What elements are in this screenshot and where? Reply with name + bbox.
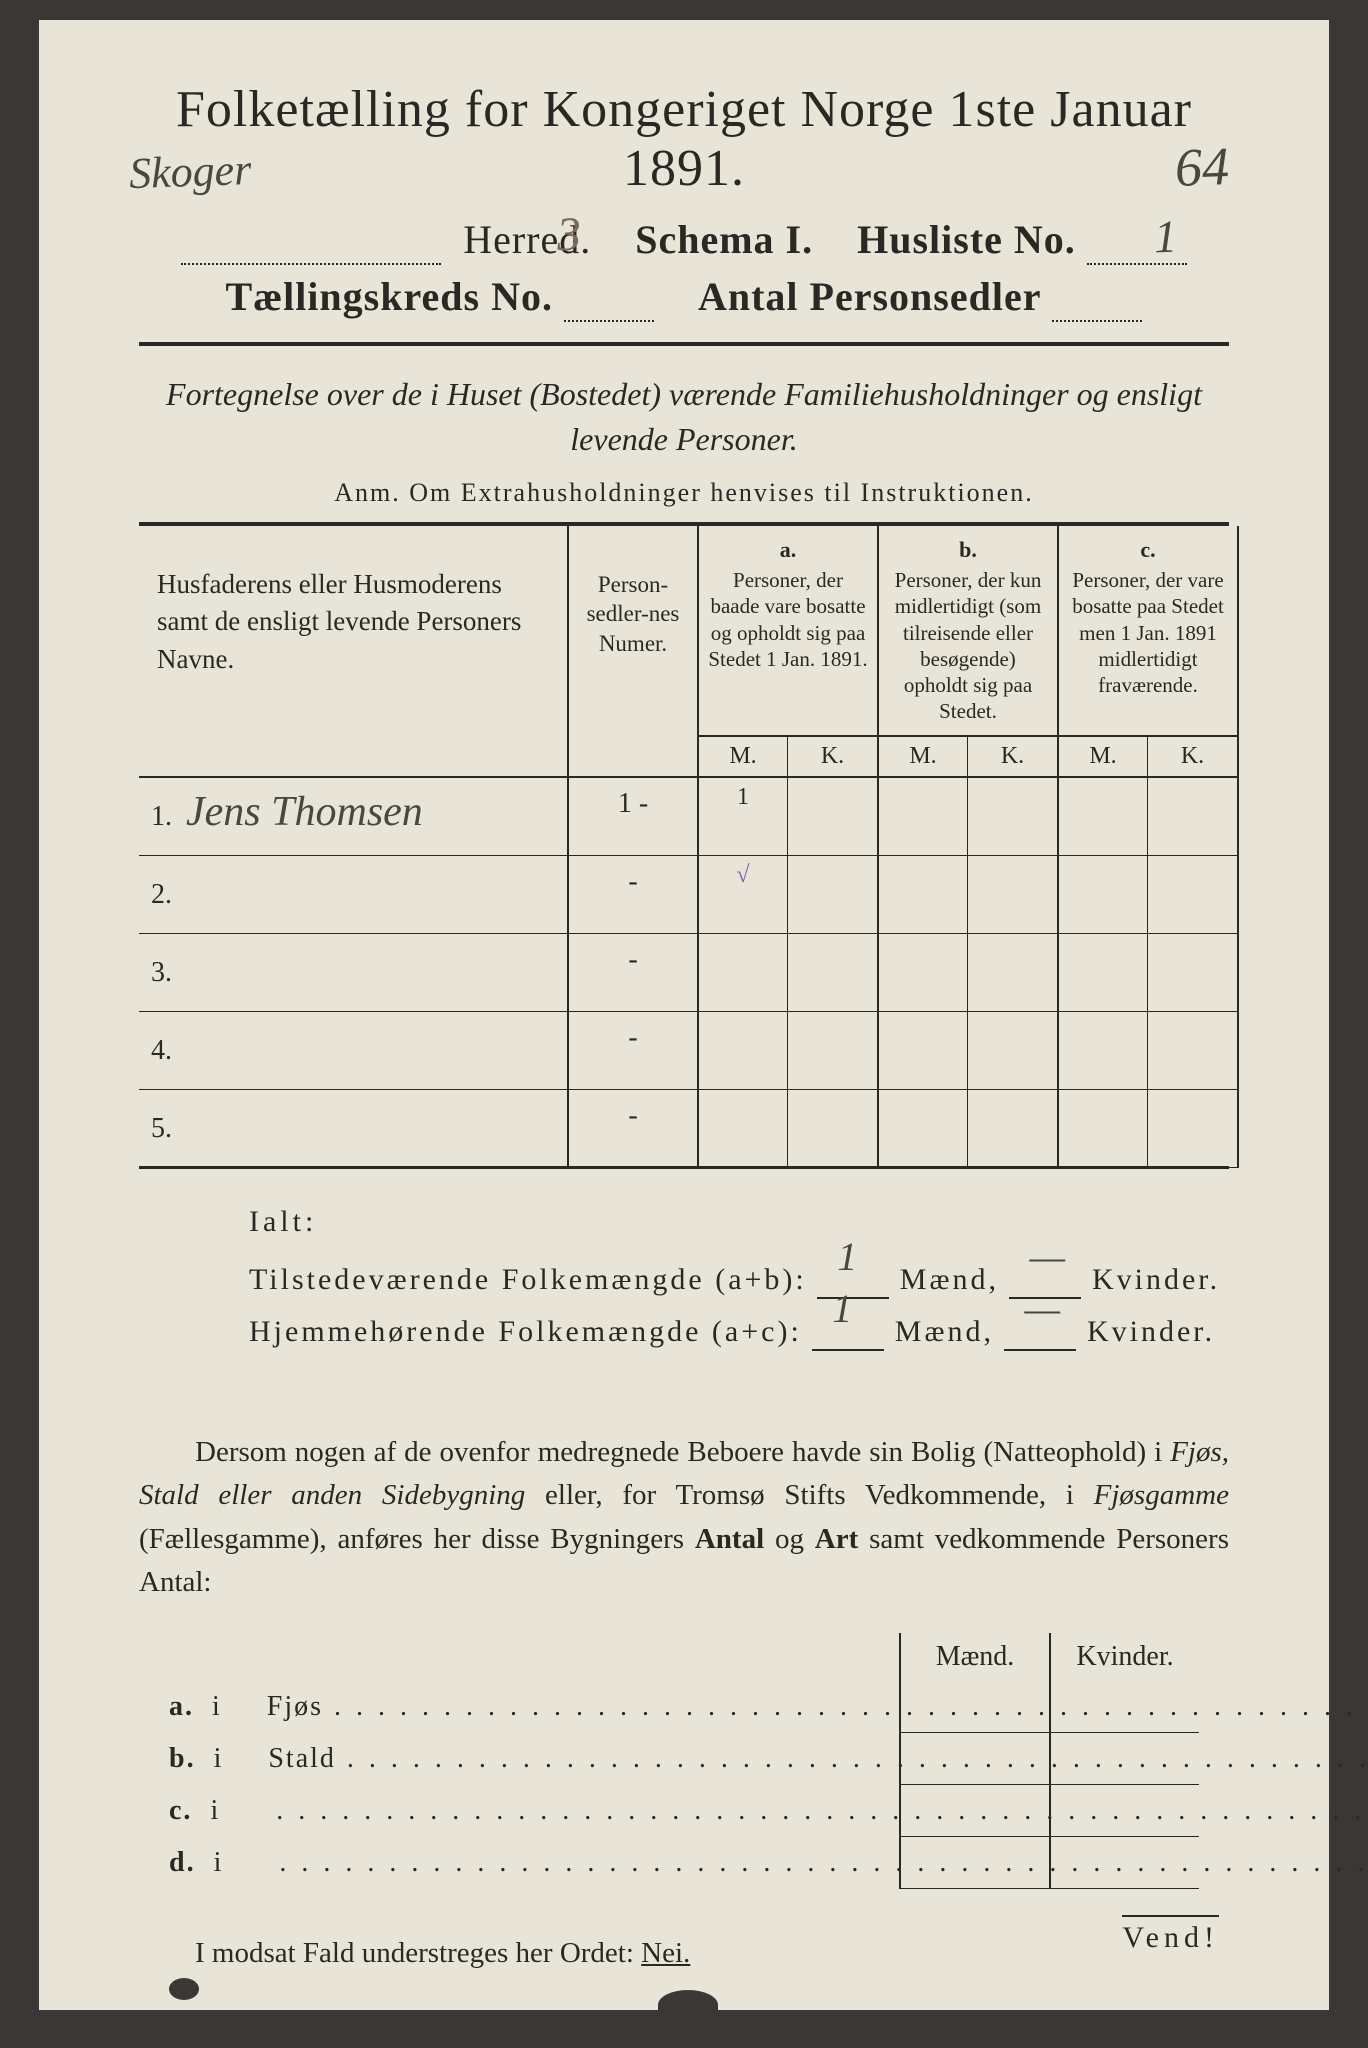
bt-maend-header: Mænd. [899, 1633, 1049, 1681]
col-a-header: Personer, der baade vare bosatte og opho… [699, 567, 879, 737]
table-row-mk [879, 1012, 1059, 1090]
kreds-label: Tællingskreds No. [226, 274, 553, 319]
building-row: d. i . . . . . . . . . . . . . . . . . .… [139, 1837, 1229, 1889]
building-paragraph: Dersom nogen af de ovenfor medregnede Be… [139, 1431, 1229, 1605]
col-c-header: Personer, der vare bosatte paa Stedet me… [1059, 567, 1239, 737]
col-c-letter: c. [1059, 526, 1239, 568]
col-num-header: Person-sedler-nes Numer. [569, 526, 699, 778]
col-a-letter: a. [699, 526, 879, 568]
kreds-handwritten: 3 [556, 207, 582, 263]
husliste-label: Husliste No. [857, 217, 1076, 262]
sedler-field [1052, 273, 1142, 322]
table-row-name: 1.Jens Thomsen [139, 778, 569, 856]
l2-kvinder-field: — [1004, 1315, 1076, 1351]
schema-label: Schema I. [635, 217, 813, 262]
header-line-1: Herred. Schema I. Husliste No. [139, 216, 1229, 265]
table-row-name: 3. [139, 934, 569, 1012]
herred-field [181, 216, 441, 265]
table-row-mk: √ [699, 856, 879, 934]
table-row-name: 4. [139, 1012, 569, 1090]
table-row-mk [1059, 778, 1239, 856]
building-row: a. i Fjøs . . . . . . . . . . . . . . . … [139, 1681, 1229, 1733]
kreds-field [564, 273, 654, 322]
sedler-handwritten: 1 [1153, 210, 1178, 264]
subtitle: Fortegnelse over de i Huset (Bostedet) v… [139, 372, 1229, 462]
totals-section: Ialt: Tilstedeværende Folkemængde (a+b):… [139, 1205, 1229, 1351]
table-row-num: 1 - [569, 778, 699, 856]
table-row-num: - [569, 934, 699, 1012]
ialt-heading: Ialt: [249, 1205, 1229, 1239]
table-row-num: - [569, 1012, 699, 1090]
table-row-mk [879, 856, 1059, 934]
table-row-mk [699, 1090, 879, 1168]
table-row-mk [1059, 1090, 1239, 1168]
col-a-mk: M.K. [699, 737, 879, 778]
herred-handwritten: Skoger [128, 140, 370, 199]
bt-kvinder-header: Kvinder. [1049, 1633, 1199, 1681]
separator-1 [139, 342, 1229, 346]
table-row-mk [1059, 856, 1239, 934]
census-form-page: Folketælling for Kongeriget Norge 1ste J… [39, 20, 1329, 2010]
building-row: c. i . . . . . . . . . . . . . . . . . .… [139, 1785, 1229, 1837]
table-row-mk [879, 1090, 1059, 1168]
paper-mark [169, 1978, 199, 2000]
col-b-letter: b. [879, 526, 1059, 568]
table-row-mk [879, 778, 1059, 856]
table-row-mk [699, 934, 879, 1012]
nei-word: Nei. [641, 1937, 690, 1969]
ialt-line-1: Tilstedeværende Folkemængde (a+b): 1 Mæn… [249, 1263, 1229, 1299]
footer-line: I modsat Fald understreges her Ordet: Ne… [139, 1937, 1229, 1970]
ialt-line-2: Hjemmehørende Folkemængde (a+c): 1 Mænd,… [249, 1315, 1229, 1351]
table-row-name: 2. [139, 856, 569, 934]
col-b-header: Personer, der kun midlertidigt (som tilr… [879, 567, 1059, 737]
paper-tear [658, 1990, 718, 2020]
col-c-mk: M.K. [1059, 737, 1239, 778]
col-b-mk: M.K. [879, 737, 1059, 778]
household-table: Husfaderens eller Husmoderens samt de en… [139, 522, 1229, 1168]
table-row-num: - [569, 1090, 699, 1168]
building-table: Mænd. Kvinder. a. i Fjøs . . . . . . . .… [139, 1633, 1229, 1889]
vend-label: Vend! [1122, 1915, 1219, 1955]
building-table-header: Mænd. Kvinder. [139, 1633, 1229, 1681]
table-row-mk [699, 1012, 879, 1090]
col-name-header: Husfaderens eller Husmoderens samt de en… [139, 526, 569, 778]
annotation: Anm. Om Extrahusholdninger henvises til … [139, 478, 1229, 508]
sedler-label: Antal Personsedler [698, 274, 1042, 319]
table-row-mk [879, 934, 1059, 1012]
husliste-handwritten: 64 [1174, 135, 1230, 199]
table-row-name: 5. [139, 1090, 569, 1168]
table-row-mk [1059, 1012, 1239, 1090]
table-row-num: - [569, 856, 699, 934]
building-row: b. i Stald . . . . . . . . . . . . . . .… [139, 1733, 1229, 1785]
header-line-2: Tællingskreds No. Antal Personsedler [139, 273, 1229, 322]
l2-maend-field: 1 [812, 1315, 884, 1351]
table-row-mk [1059, 934, 1239, 1012]
table-row-mk: 1 [699, 778, 879, 856]
